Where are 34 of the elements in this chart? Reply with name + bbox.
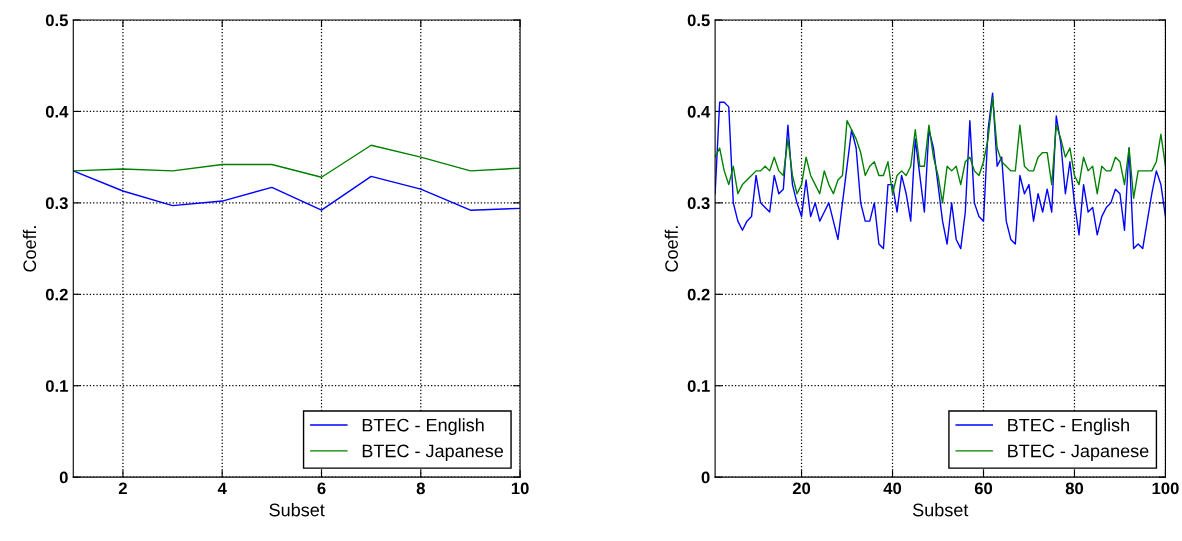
line-series xyxy=(73,144,521,178)
x-tick-label: 4 xyxy=(217,482,227,495)
line-series xyxy=(715,92,1166,250)
y-axis-title: Coeff. xyxy=(22,226,37,272)
y-tick-label: 0.3 xyxy=(45,197,68,210)
line-series xyxy=(73,170,521,211)
x-tick-label: 20 xyxy=(792,482,811,495)
y-tick-label: 0.5 xyxy=(687,14,710,27)
x-tick-label: 10 xyxy=(511,482,529,495)
y-tick-label: 0.3 xyxy=(687,197,710,210)
x-tick-label: 2 xyxy=(118,482,127,495)
x-tick-label: 100 xyxy=(1152,482,1179,495)
legend-label: BTEC - English xyxy=(362,418,484,436)
legend-label: BTEC - Japanese xyxy=(1008,444,1149,461)
y-tick-label: 0.4 xyxy=(45,105,69,118)
y-tick-label: 0.2 xyxy=(687,288,710,301)
y-tick-label: 0.1 xyxy=(687,380,710,392)
x-tick-label: 80 xyxy=(1065,482,1084,495)
legend-label: BTEC - English xyxy=(1008,418,1129,436)
y-tick-label: 0 xyxy=(701,471,710,484)
x-tick-label: 60 xyxy=(974,482,993,495)
y-tick-label: 0.5 xyxy=(45,14,68,27)
y-tick-label: 0.1 xyxy=(45,380,68,392)
y-axis-title: Coeff. xyxy=(664,226,678,272)
x-tick-label: 6 xyxy=(317,482,326,495)
x-axis-title: Subset xyxy=(269,503,325,517)
y-tick-label: 0 xyxy=(59,471,68,484)
x-axis-title: Subset xyxy=(913,503,969,517)
y-tick-label: 0.4 xyxy=(687,105,711,118)
x-tick-label: 8 xyxy=(416,482,425,495)
line-series xyxy=(715,97,1166,204)
legend-label: BTEC - Japanese xyxy=(362,444,504,461)
y-tick-label: 0.2 xyxy=(45,288,68,301)
x-tick-label: 40 xyxy=(883,482,902,495)
